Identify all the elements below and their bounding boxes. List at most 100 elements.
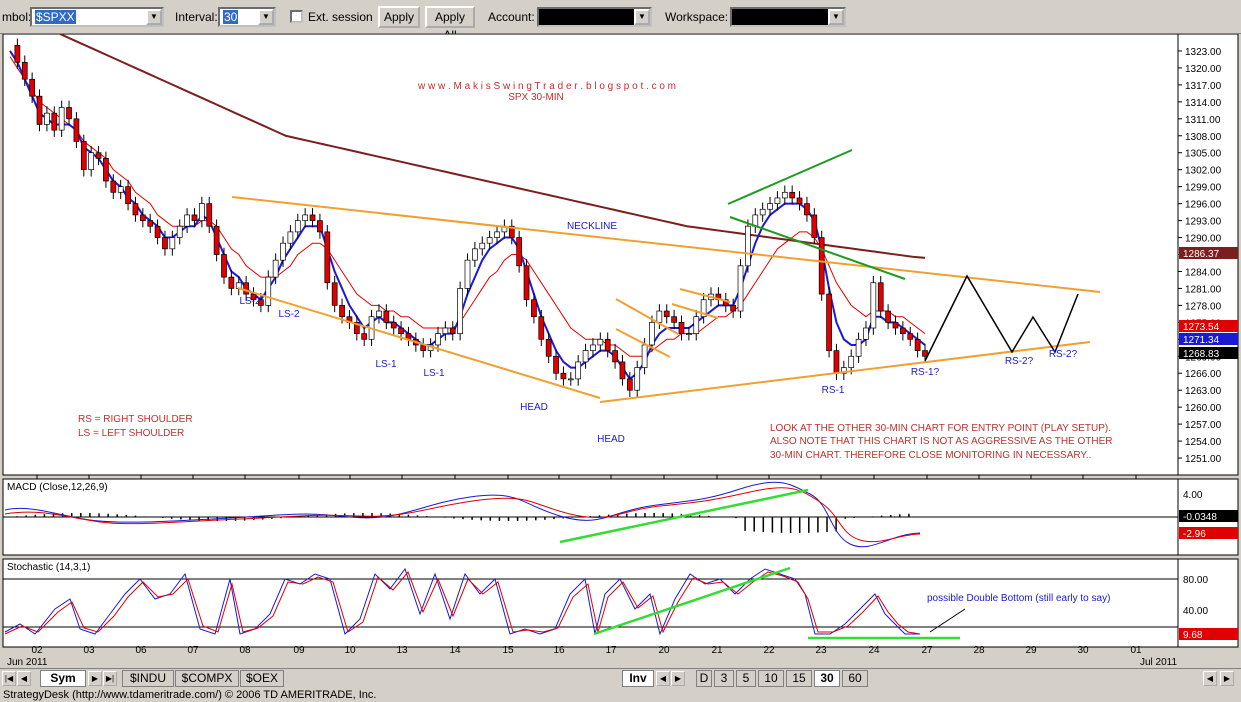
candle-body: [590, 344, 596, 351]
stoch-d-line: [4, 571, 921, 635]
price-tick-label: 1320.00: [1185, 64, 1222, 75]
next-icon[interactable]: ▶: [671, 671, 685, 686]
label-rs2-q-b: RS-2?: [1049, 349, 1078, 360]
macd-green-trendline: [559, 488, 809, 544]
price-tick-label: 1278.00: [1185, 301, 1222, 312]
candle-body: [922, 350, 928, 357]
tab-interval-30[interactable]: 30: [814, 670, 840, 687]
candle-body: [804, 203, 810, 216]
chevron-down-icon[interactable]: ▼: [146, 9, 162, 25]
candle-body: [870, 282, 877, 329]
label-ls2-a: LS-2: [239, 296, 261, 307]
x-tick-label: 10: [344, 645, 356, 656]
candle-body: [398, 327, 404, 335]
workspace-label: Workspace:: [665, 10, 729, 24]
watermark: w w w . M a k i s S w i n g T r a d e r …: [417, 81, 676, 92]
x-tick-label: 08: [239, 645, 251, 656]
prev-icon[interactable]: ◀: [656, 671, 670, 686]
tab-interval-3[interactable]: 3: [714, 670, 734, 687]
candle-body: [213, 225, 220, 255]
current-price-label: 1268.83: [1183, 349, 1220, 360]
apply-button[interactable]: Apply: [378, 6, 420, 28]
tab-compx[interactable]: $COMPX: [175, 670, 239, 687]
candle-body: [29, 78, 35, 97]
chart-title: SPX 30-MIN: [508, 92, 564, 103]
candle-body: [626, 378, 633, 391]
tab-oex[interactable]: $OEX: [240, 670, 284, 687]
price-tick-label: 1305.00: [1185, 149, 1222, 160]
price-tick-label: 1266.00: [1185, 369, 1222, 380]
candle-body: [51, 112, 58, 131]
candle-body: [619, 361, 626, 380]
candle-body: [309, 214, 316, 221]
x-tick-label: 01: [1130, 645, 1142, 656]
current-price-label: 1271.34: [1183, 335, 1220, 346]
current-price-label: 1273.54: [1183, 322, 1220, 333]
chevron-down-icon[interactable]: ▼: [634, 9, 650, 25]
month-label-right: Jul 2011: [1140, 657, 1178, 668]
tab-interval-d[interactable]: D: [696, 670, 712, 687]
legend-ls: LS = LEFT SHOULDER: [78, 428, 184, 439]
tab-interval-15[interactable]: 15: [786, 670, 812, 687]
tab-interval-60[interactable]: 60: [842, 670, 868, 687]
label-head-b: HEAD: [597, 434, 625, 445]
candle-body: [575, 361, 582, 380]
interval-select[interactable]: 30 ▼: [218, 7, 276, 27]
x-tick-label: 03: [83, 645, 95, 656]
candle-body: [117, 186, 124, 193]
tab-inv[interactable]: Inv: [622, 670, 654, 687]
interval-value: 30: [223, 10, 239, 24]
candle-body: [383, 310, 390, 323]
next-icon[interactable]: ▶: [1220, 671, 1234, 686]
next-icon[interactable]: ▶: [88, 671, 102, 686]
price-tick-label: 1251.00: [1185, 454, 1222, 465]
prev-icon[interactable]: ◀: [1203, 671, 1217, 686]
current-price-label: 1286.37: [1183, 249, 1220, 260]
price-tick-label: 1254.00: [1185, 437, 1222, 448]
x-tick-label: 24: [868, 645, 880, 656]
first-icon[interactable]: |◀: [2, 671, 16, 686]
price-tick-label: 1314.00: [1185, 98, 1222, 109]
chevron-down-icon[interactable]: ▼: [828, 9, 844, 25]
candle-body: [693, 316, 700, 335]
chevron-down-icon[interactable]: ▼: [258, 9, 274, 25]
candle-body: [508, 225, 515, 238]
candle-body: [877, 282, 884, 312]
candle-body: [494, 231, 500, 238]
workspace-select[interactable]: ▼: [730, 7, 846, 27]
macd-tick-label: 4.00: [1183, 490, 1203, 501]
candle-body: [582, 350, 589, 363]
stoch-tick-40: 40.00: [1183, 606, 1208, 617]
stochastic-label: Stochastic (14,3,1): [7, 562, 90, 573]
last-icon[interactable]: ▶|: [103, 671, 117, 686]
candle-body: [730, 305, 736, 312]
sma-long-line: [9, 10, 926, 259]
ext-session-checkbox[interactable]: [290, 10, 303, 23]
tab-sym[interactable]: Sym: [40, 670, 86, 687]
note-line-2: ALSO NOTE THAT THIS CHART IS NOT AS AGGR…: [770, 436, 1113, 447]
candle-body: [110, 180, 117, 193]
x-tick-label: 14: [449, 645, 461, 656]
candle-body: [604, 338, 611, 351]
x-tick-label: 23: [815, 645, 827, 656]
candle-body: [390, 321, 397, 329]
prev-icon[interactable]: ◀: [17, 671, 31, 686]
account-select[interactable]: ▼: [537, 7, 652, 27]
candle-body: [132, 203, 139, 216]
candle-body: [317, 220, 323, 233]
label-ls1-b: LS-1: [423, 368, 445, 379]
symbol-input[interactable]: $SPXX ▼: [30, 7, 164, 27]
candle-body: [280, 242, 286, 261]
tab-interval-10[interactable]: 10: [758, 670, 784, 687]
x-tick-label: 07: [187, 645, 199, 656]
candle-body: [885, 310, 891, 323]
apply-all-button[interactable]: Apply All: [425, 6, 475, 42]
tab-interval-5[interactable]: 5: [736, 670, 756, 687]
label-rs1-q: RS-1?: [911, 367, 940, 378]
candle-body: [44, 112, 50, 125]
chart-svg[interactable]: 1323.00 1320.00 1317.00 1314.00 1311.00 1308.…: [0, 10, 1241, 668]
candle-body: [353, 321, 360, 335]
price-tick-label: 1308.00: [1185, 132, 1222, 143]
price-tick-label: 1284.00: [1185, 267, 1222, 278]
tab-indu[interactable]: $INDU: [122, 670, 174, 687]
